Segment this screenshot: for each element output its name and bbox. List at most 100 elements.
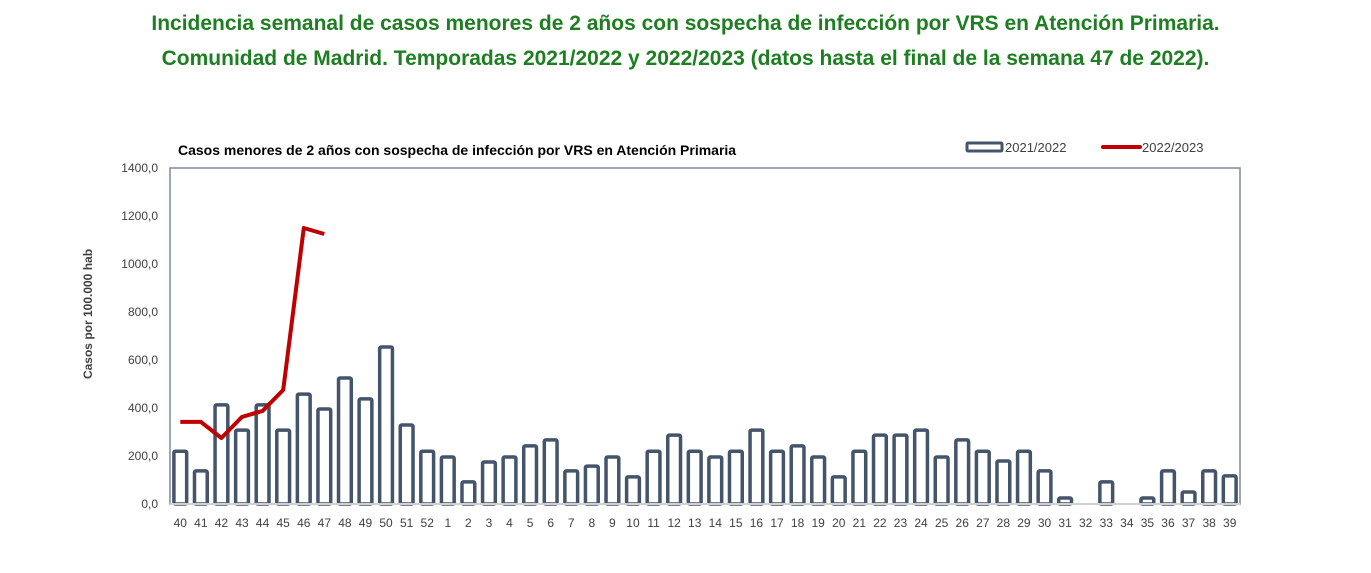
- bar: [172, 449, 189, 506]
- legend-bar-swatch: [965, 141, 1004, 153]
- bar: [810, 455, 827, 506]
- page-title: Incidencia semanal de casos menores de 2…: [0, 6, 1371, 76]
- y-tick-label: 1200,0: [121, 209, 158, 223]
- bar: [624, 475, 642, 506]
- x-tick-label: 1: [444, 516, 451, 530]
- bar: [892, 433, 909, 506]
- bar: [995, 459, 1012, 506]
- page-title-line-1: Incidencia semanal de casos menores de 2…: [151, 12, 1220, 35]
- y-tick-label: 800,0: [128, 305, 158, 319]
- bar: [1180, 490, 1197, 506]
- bar: [275, 428, 292, 506]
- bar: [1221, 474, 1238, 506]
- x-tick-label: 19: [811, 516, 825, 530]
- bar: [912, 428, 930, 506]
- legend: 2021/2022 2022/2023: [965, 140, 1203, 155]
- x-tick-label: 25: [935, 516, 949, 530]
- x-tick-label: 39: [1223, 516, 1237, 530]
- bar: [254, 403, 271, 506]
- x-tick-label: 16: [750, 516, 764, 530]
- bar: [542, 438, 559, 506]
- bar: [768, 449, 786, 506]
- bar: [851, 449, 868, 506]
- bar: [398, 423, 415, 506]
- legend-label-2022: 2022/2023: [1142, 140, 1203, 155]
- bar: [727, 449, 744, 506]
- bar: [666, 433, 683, 506]
- bar: [316, 407, 333, 506]
- bar: [563, 469, 580, 506]
- x-tick-label: 50: [379, 516, 393, 530]
- x-tick-label: 42: [215, 516, 229, 530]
- x-tick-label: 29: [1017, 516, 1031, 530]
- x-tick-label: 46: [297, 516, 311, 530]
- x-tick-label: 8: [588, 516, 595, 530]
- bar: [419, 449, 436, 506]
- bar: [974, 449, 991, 506]
- y-axis-label: Casos por 100.000 hab: [81, 249, 95, 379]
- bar: [295, 392, 312, 506]
- x-tick-label: 20: [832, 516, 846, 530]
- x-tick-label: 33: [1100, 516, 1114, 530]
- x-tick-label: 52: [421, 516, 435, 530]
- bar: [1036, 469, 1053, 506]
- x-tick-label: 36: [1161, 516, 1175, 530]
- x-tick-label: 23: [894, 516, 908, 530]
- y-axis-ticks: 0,0 200,0 400,0 600,0 800,0 1000,0 1200,0 1400,…: [121, 161, 158, 511]
- x-tick-label: 43: [235, 516, 249, 530]
- x-tick-label: 26: [956, 516, 970, 530]
- bar: [583, 464, 600, 506]
- x-tick-label: 15: [729, 516, 743, 530]
- x-tick-label: 37: [1182, 516, 1196, 530]
- bar: [686, 449, 703, 506]
- bar: [480, 460, 498, 506]
- x-tick-label: 32: [1079, 516, 1093, 530]
- bar: [707, 455, 724, 506]
- x-tick-label: 27: [976, 516, 990, 530]
- page-title-line-2: Comunidad de Madrid. Temporadas 2021/202…: [161, 47, 1210, 70]
- bar: [377, 345, 395, 506]
- x-tick-label: 48: [338, 516, 352, 530]
- x-tick-label: 13: [688, 516, 702, 530]
- bar: [336, 376, 354, 506]
- bar: [933, 455, 950, 506]
- x-tick-label: 22: [873, 516, 887, 530]
- bar: [192, 469, 209, 506]
- bar: [213, 403, 230, 506]
- bar: [1159, 469, 1177, 506]
- x-tick-label: 6: [547, 516, 554, 530]
- x-tick-label: 11: [647, 516, 660, 530]
- x-tick-label: 49: [359, 516, 373, 530]
- bar: [501, 455, 518, 506]
- line-2022-2023: [180, 226, 325, 440]
- bars-2021-2022: [172, 345, 1238, 506]
- x-tick-label: 21: [853, 516, 867, 530]
- x-tick-label: 38: [1202, 516, 1216, 530]
- x-tick-label: 30: [1038, 516, 1052, 530]
- x-tick-label: 40: [174, 516, 188, 530]
- x-tick-label: 24: [914, 516, 928, 530]
- x-tick-label: 4: [506, 516, 513, 530]
- y-tick-label: 1400,0: [121, 161, 158, 175]
- y-tick-label: 400,0: [128, 401, 158, 415]
- chart-title: Casos menores de 2 años con sospecha de …: [178, 142, 736, 158]
- bar: [439, 455, 456, 506]
- x-tick-label: 51: [400, 516, 414, 530]
- bar: [521, 444, 539, 506]
- x-tick-label: 3: [486, 516, 493, 530]
- x-tick-label: 45: [276, 516, 290, 530]
- x-tick-label: 17: [770, 516, 784, 530]
- bar: [460, 480, 477, 506]
- x-tick-label: 7: [568, 516, 575, 530]
- x-tick-label: 14: [709, 516, 723, 530]
- x-tick-label: 28: [997, 516, 1011, 530]
- bar: [604, 455, 621, 506]
- y-tick-label: 0,0: [141, 497, 158, 511]
- x-tick-label: 41: [194, 516, 208, 530]
- x-tick-label: 12: [667, 516, 681, 530]
- x-axis-ticks: 40 41 42 43 44 45 46 47 48 49 50 51 52 1 2 3 4 5 6 7 8 9 10 11 1…: [174, 516, 1237, 530]
- x-tick-label: 5: [527, 516, 534, 530]
- x-tick-label: 47: [318, 516, 332, 530]
- bar: [357, 397, 374, 506]
